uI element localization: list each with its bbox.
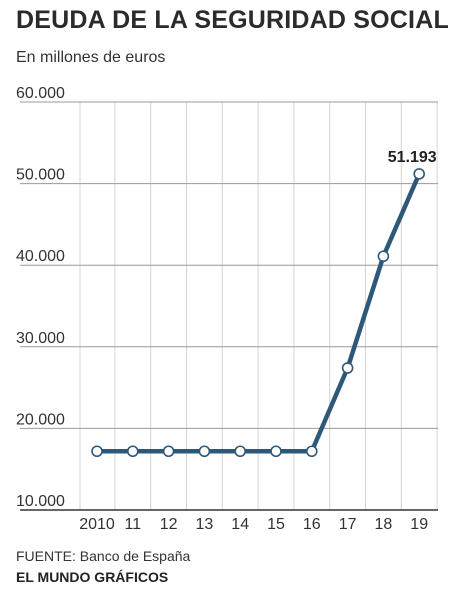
x-tick-label: 13 — [196, 516, 214, 533]
brand-credit: EL MUNDO GRÁFICOS — [16, 569, 169, 585]
x-tick-label: 15 — [267, 516, 285, 533]
data-point — [198, 445, 211, 458]
x-tick-label: 11 — [124, 516, 141, 533]
data-point — [162, 445, 175, 458]
y-tick-label: 20.000 — [16, 411, 65, 428]
chart-subtitle: En millones de euros — [16, 49, 166, 66]
data-label: 51.193 — [388, 149, 437, 166]
data-point — [413, 168, 426, 180]
source-note: FUENTE: Banco de España — [16, 548, 191, 564]
x-tick-label: 12 — [160, 516, 178, 533]
chart-title: DEUDA DE LA SEGURIDAD SOCIAL — [16, 6, 449, 34]
x-tick-label: 18 — [375, 516, 393, 533]
data-point — [91, 445, 103, 458]
x-tick-label: 2010 — [79, 516, 115, 533]
data-point — [127, 445, 139, 458]
data-point — [234, 445, 246, 458]
y-tick-label: 50.000 — [16, 167, 65, 184]
x-tick-label: 19 — [410, 516, 428, 533]
y-tick-label: 30.000 — [16, 330, 65, 347]
series-line — [94, 171, 422, 454]
data-point — [377, 250, 390, 263]
data-point — [305, 445, 318, 458]
y-tick-label: 40.000 — [16, 248, 65, 265]
data-point — [270, 445, 282, 458]
y-tick-label: 10.000 — [16, 493, 65, 510]
x-tick-label: 14 — [231, 516, 249, 533]
line-chart: 60.000 50.000 40.000 30.000 20.000 10.000 2010… — [16, 85, 438, 533]
x-tick-label: 17 — [339, 516, 357, 533]
y-tick-label: 60.000 — [16, 85, 65, 102]
x-tick-label: 16 — [303, 516, 321, 533]
data-point — [341, 362, 354, 374]
